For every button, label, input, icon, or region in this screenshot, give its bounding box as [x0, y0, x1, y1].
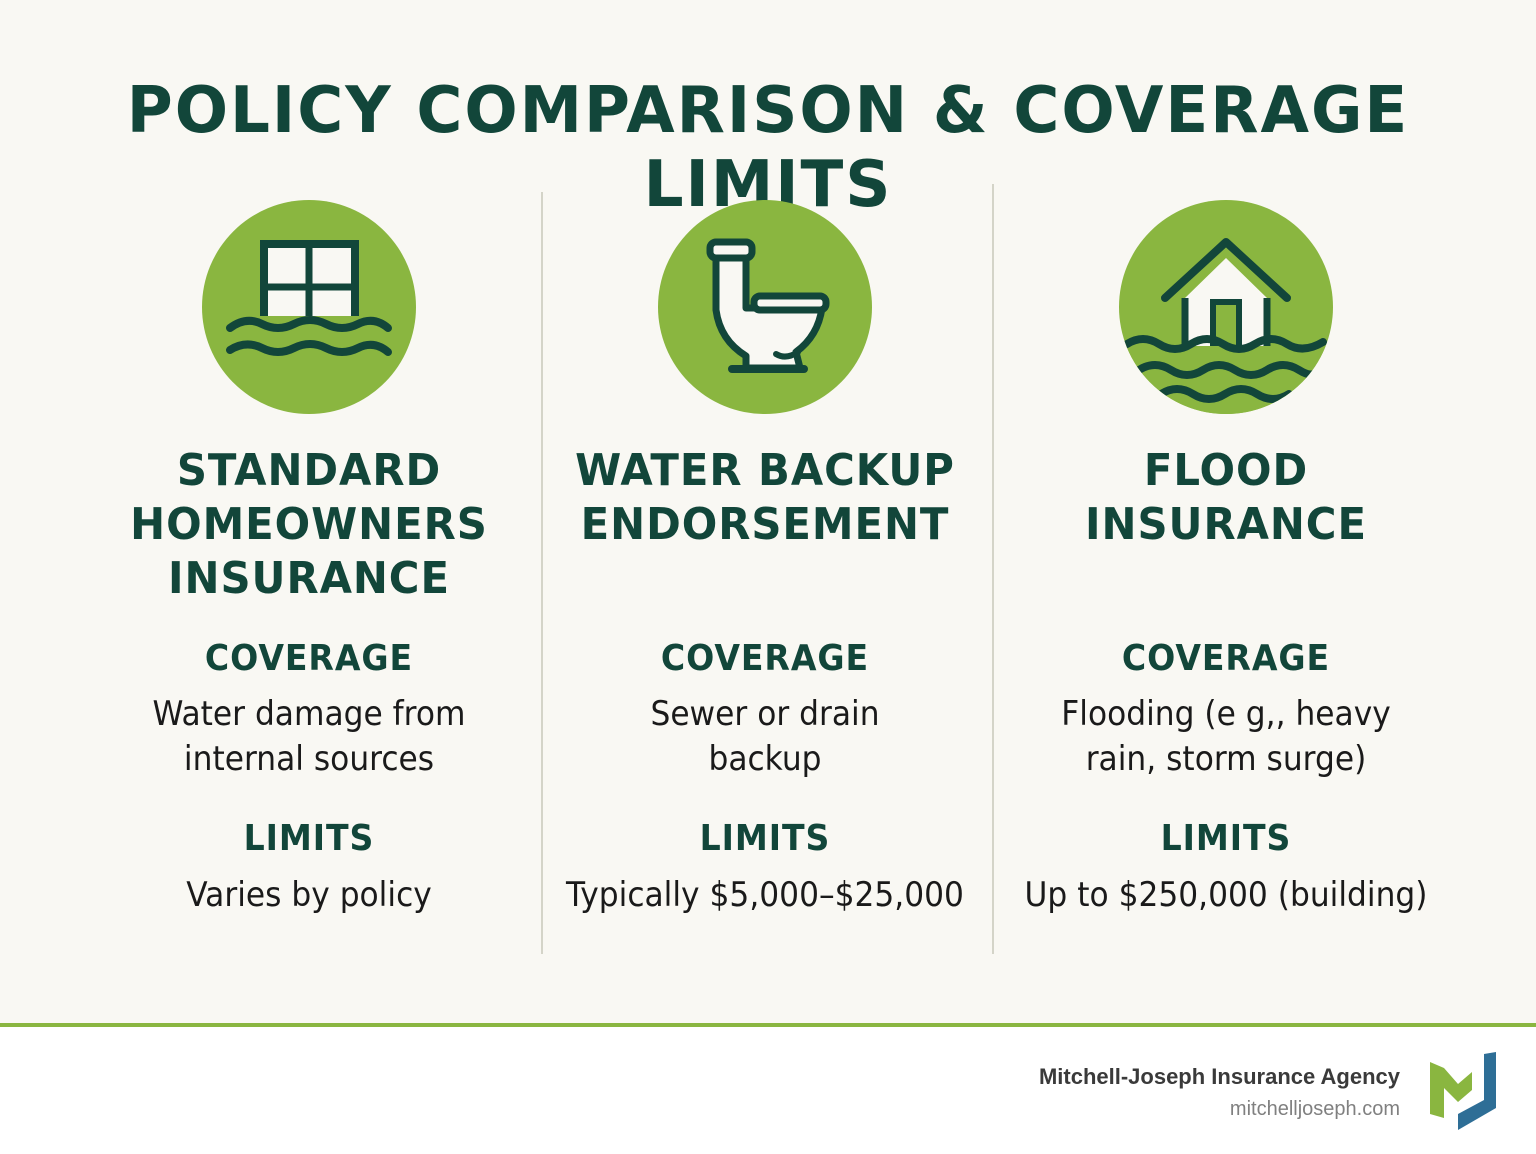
coverage-label: COVERAGE	[1121, 638, 1331, 679]
page-title: POLICY COMPARISON & COVERAGE LIMITS	[126, 74, 1410, 222]
coverage-text: Water damage from internal sources	[97, 692, 520, 782]
policy-title-line: STANDARD	[176, 445, 442, 496]
policy-column-water-backup: WATER BACKUP ENDORSEMENT COVERAGE Sewer …	[535, 200, 995, 915]
column-divider	[541, 192, 543, 954]
toilet-icon	[658, 200, 872, 414]
column-divider	[992, 184, 994, 954]
limits-text: Varies by policy	[186, 875, 432, 915]
flooded-house-icon	[1119, 200, 1333, 414]
mj-logo-icon	[1428, 1052, 1500, 1136]
policy-title-line: ENDORSEMENT	[580, 499, 950, 550]
policy-title: WATER BACKUP ENDORSEMENT	[547, 444, 984, 552]
coverage-line: backup	[708, 739, 822, 779]
limits-text: Typically $5,000–$25,000	[566, 875, 964, 915]
footer	[0, 1027, 1536, 1154]
policy-title: STANDARD HOMEOWNERS INSURANCE	[91, 444, 528, 606]
policy-title-line: INSURANCE	[1085, 499, 1367, 550]
agency-website: mitchelljoseph.com	[1229, 1098, 1400, 1120]
coverage-line: Sewer or drain	[650, 694, 880, 734]
limits-label: LIMITS	[1160, 818, 1292, 859]
coverage-label: COVERAGE	[204, 638, 414, 679]
coverage-line: rain, storm surge)	[1085, 739, 1367, 779]
policy-column-flood: FLOOD INSURANCE COVERAGE Flooding (e g,,…	[996, 200, 1456, 915]
policy-column-standard-homeowners: STANDARD HOMEOWNERS INSURANCE COVERAGE W…	[79, 200, 539, 915]
coverage-text: Flooding (e g,, heavy rain, storm surge)	[1014, 692, 1437, 782]
limits-text: Up to $250,000 (building)	[1024, 875, 1428, 915]
policy-title: FLOOD INSURANCE	[1008, 444, 1445, 552]
policy-title-line: INSURANCE	[168, 553, 450, 604]
agency-name: Mitchell-Joseph Insurance Agency	[1038, 1064, 1400, 1089]
footer-divider	[0, 1023, 1536, 1027]
policy-title-line: HOMEOWNERS	[130, 499, 488, 550]
limits-label: LIMITS	[243, 818, 375, 859]
limits-label: LIMITS	[699, 818, 831, 859]
policy-title-line: FLOOD	[1143, 445, 1309, 496]
flooded-window-icon	[202, 200, 416, 414]
coverage-line: internal sources	[183, 739, 435, 779]
coverage-line: Water damage from	[152, 694, 466, 734]
coverage-label: COVERAGE	[660, 638, 870, 679]
coverage-text: Sewer or drain backup	[553, 692, 976, 782]
policy-title-line: WATER BACKUP	[575, 445, 955, 496]
coverage-line: Flooding (e g,, heavy	[1061, 694, 1391, 734]
